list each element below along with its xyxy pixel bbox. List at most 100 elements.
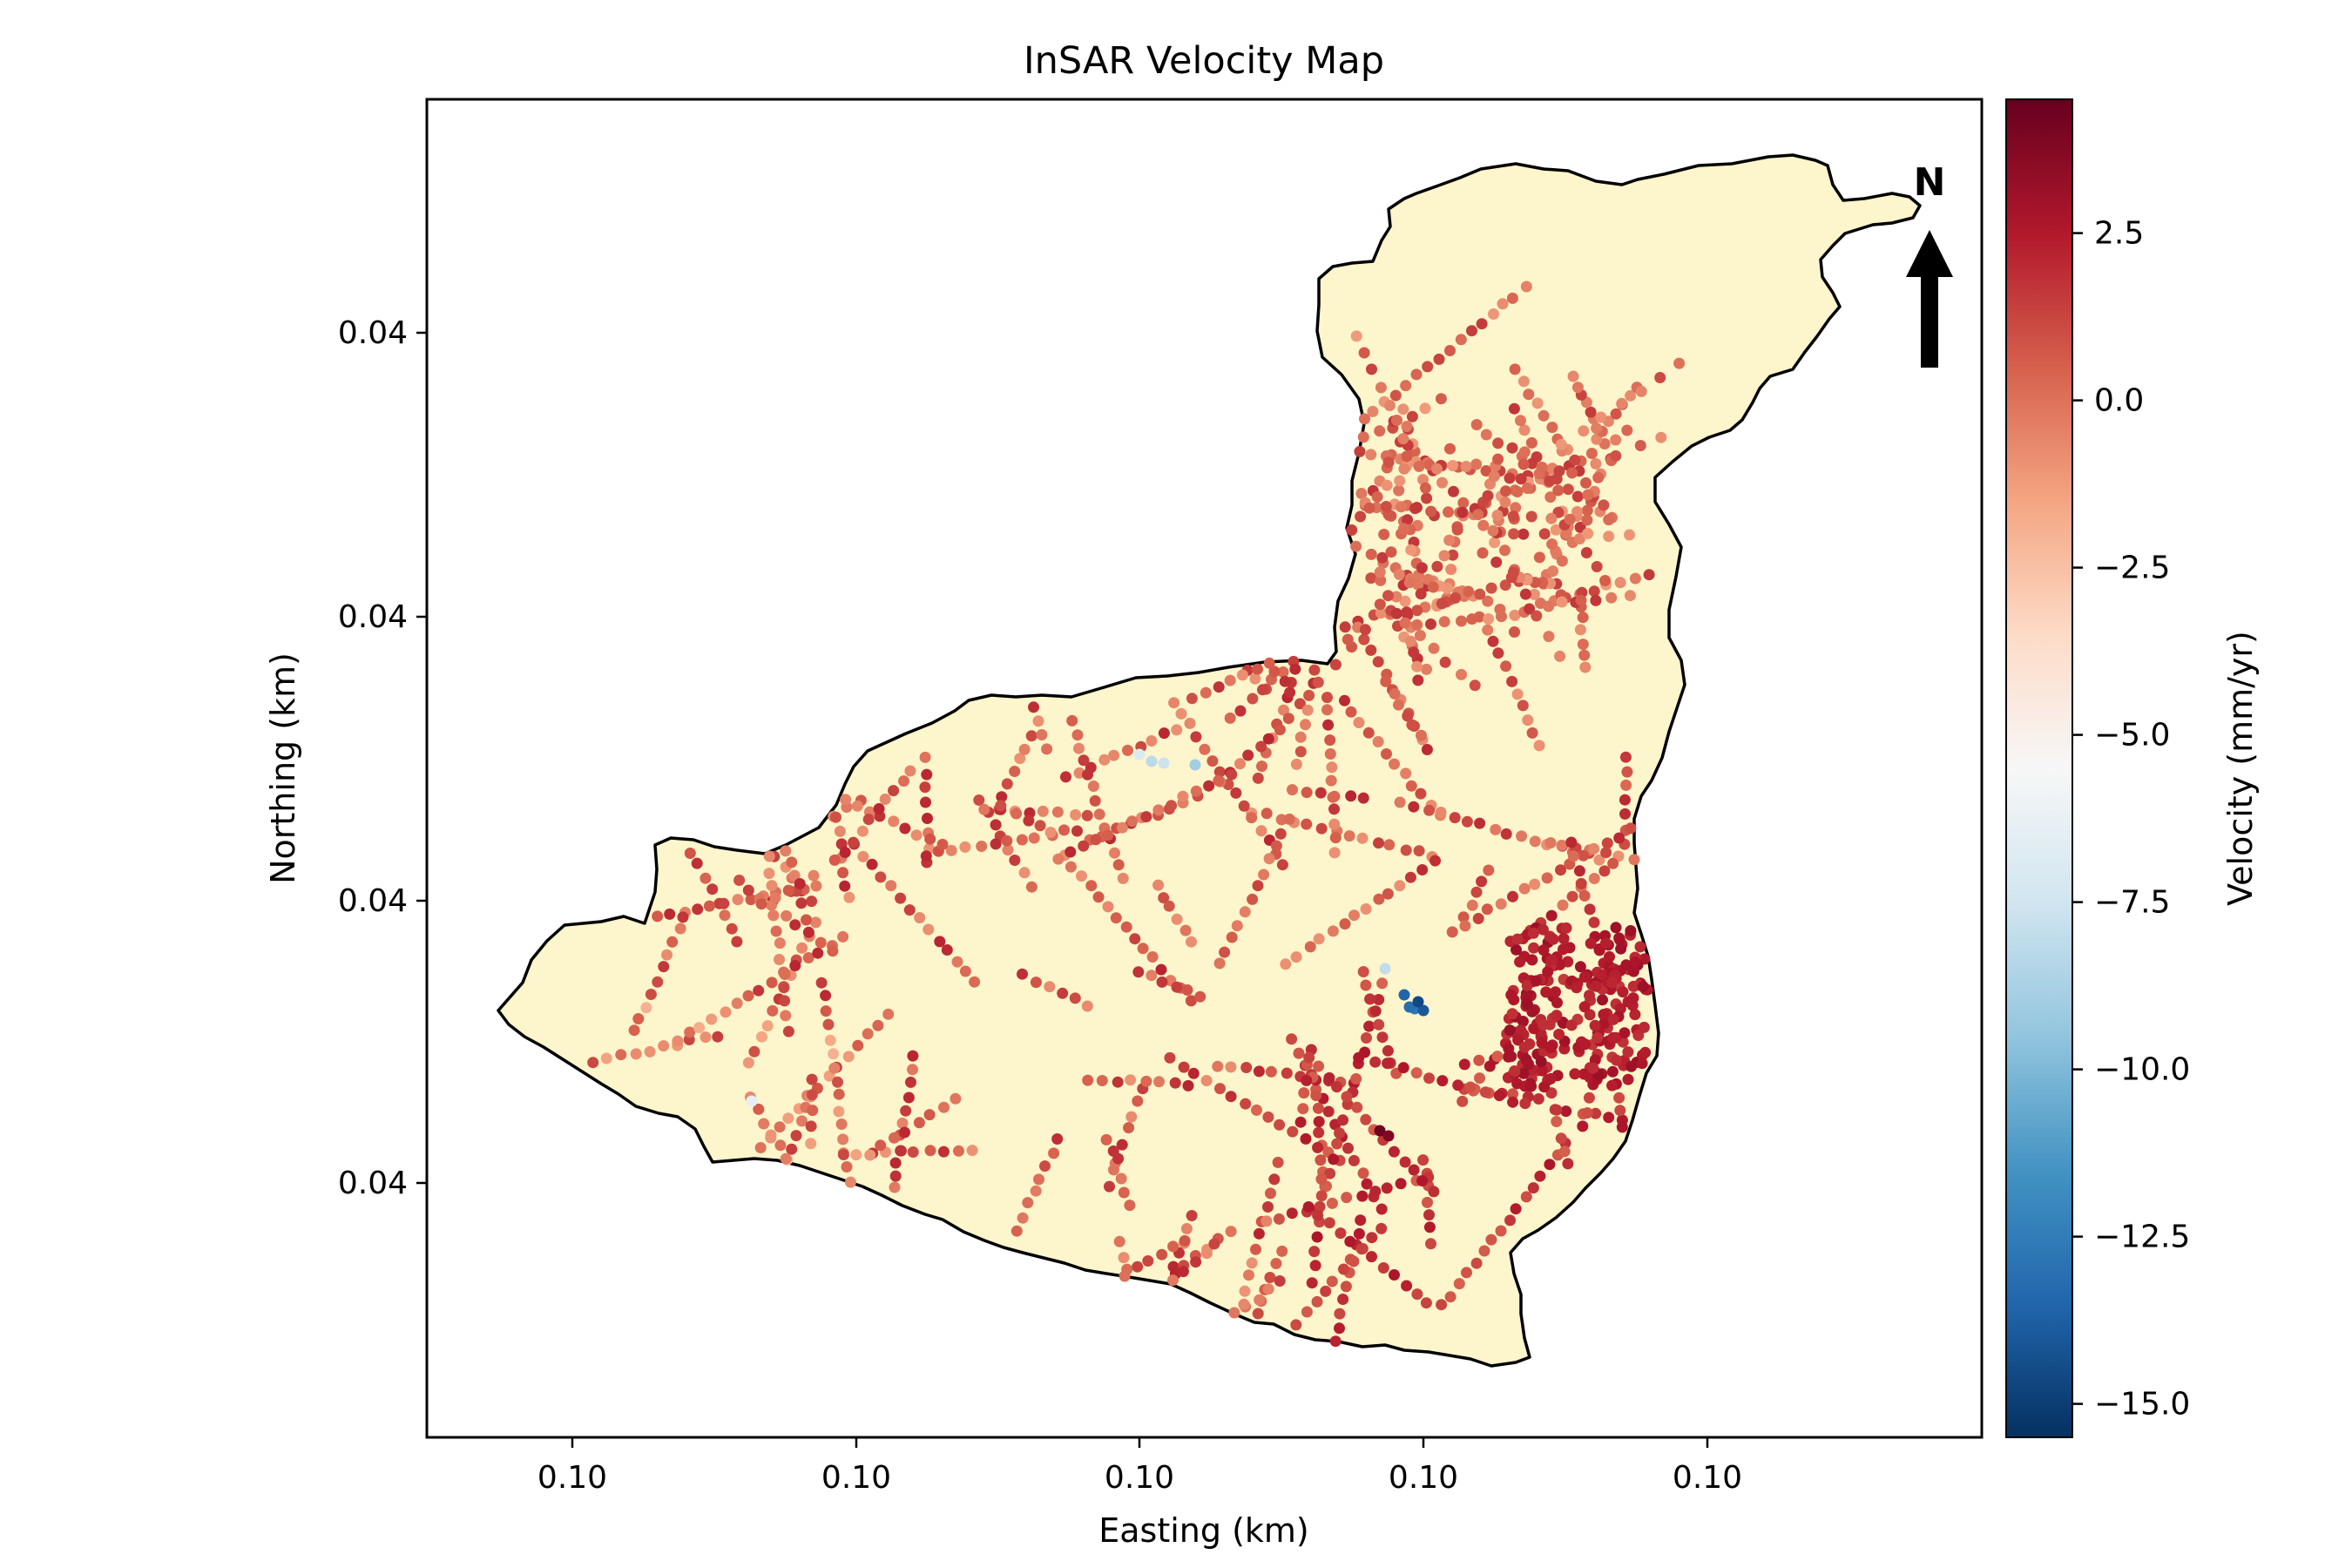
velocity-point [1313, 1126, 1325, 1139]
velocity-point [1619, 808, 1631, 820]
velocity-point [1485, 582, 1497, 594]
velocity-point [1571, 982, 1583, 994]
velocity-point [1359, 624, 1371, 636]
velocity-point [1030, 1185, 1042, 1197]
velocity-point [1593, 854, 1605, 866]
velocity-point [1574, 961, 1586, 973]
velocity-point [924, 833, 936, 845]
y-tick-label: 0.04 [338, 315, 408, 351]
velocity-point [1140, 1075, 1152, 1087]
velocity-point [1603, 1112, 1615, 1124]
velocity-point [1324, 1167, 1336, 1179]
velocity-point [780, 1010, 792, 1022]
velocity-point [1190, 785, 1202, 797]
velocity-point [1366, 1232, 1378, 1244]
velocity-point [1389, 688, 1401, 700]
velocity-point [1270, 1258, 1282, 1269]
x-axis: 0.10 0.10 0.10 0.10 0.10 [537, 1437, 1742, 1496]
velocity-point [808, 869, 820, 882]
velocity-point [1331, 1081, 1343, 1093]
velocity-point [1544, 1072, 1557, 1085]
velocity-point [1009, 766, 1021, 777]
velocity-point [1375, 382, 1387, 394]
velocity-point [850, 1149, 862, 1161]
velocity-point [1518, 424, 1531, 436]
velocity-point [945, 844, 957, 856]
velocity-point [1345, 706, 1357, 718]
velocity-point [718, 897, 730, 909]
velocity-point [802, 952, 814, 963]
velocity-point [828, 854, 841, 866]
velocity-point [1492, 647, 1504, 659]
velocity-point [1422, 1196, 1433, 1208]
velocity-point [1456, 506, 1469, 518]
velocity-point [1519, 1098, 1531, 1110]
x-tick-label: 0.10 [1389, 1460, 1458, 1496]
velocity-point [1078, 840, 1090, 852]
velocity-point [827, 945, 839, 957]
velocity-point [1066, 714, 1078, 727]
velocity-point [882, 1008, 895, 1020]
velocity-point [905, 1076, 916, 1088]
velocity-point [1505, 1051, 1517, 1063]
velocity-point [902, 1092, 915, 1104]
velocity-point [1410, 1067, 1423, 1079]
velocity-point [645, 989, 657, 1000]
velocity-point [1200, 1247, 1213, 1260]
velocity-point [782, 1112, 794, 1125]
velocity-point [1438, 616, 1450, 628]
velocity-point [837, 930, 849, 943]
velocity-point [1643, 569, 1655, 581]
velocity-point [666, 936, 679, 948]
velocity-point [1540, 986, 1552, 998]
velocity-point [1577, 612, 1589, 624]
velocity-point [1373, 837, 1384, 849]
velocity-point [1058, 824, 1070, 836]
velocity-point [1262, 733, 1274, 745]
velocity-point [1629, 1009, 1641, 1021]
velocity-point [652, 910, 664, 923]
velocity-point [1310, 1090, 1322, 1101]
velocity-point [1558, 933, 1570, 944]
velocity-point [809, 916, 821, 929]
velocity-point [1301, 818, 1313, 830]
velocity-point [1578, 971, 1591, 983]
velocity-point [763, 850, 775, 862]
velocity-point [1506, 1008, 1518, 1020]
velocity-point [1359, 413, 1370, 425]
velocity-point [1492, 453, 1504, 465]
velocity-point [1625, 1060, 1638, 1072]
velocity-point [1186, 693, 1198, 705]
velocity-point [1025, 881, 1037, 893]
velocity-point [844, 1176, 856, 1188]
velocity-point [1581, 504, 1593, 517]
velocity-point [920, 796, 931, 808]
velocity-point [1375, 1203, 1388, 1215]
velocity-point [1629, 956, 1641, 969]
velocity-point [1242, 749, 1254, 761]
velocity-point [1553, 1028, 1565, 1040]
velocity-point [1483, 864, 1495, 876]
velocity-point [1605, 591, 1618, 604]
velocity-point [1100, 1133, 1112, 1146]
velocity-point [1353, 1051, 1365, 1064]
velocity-point [1542, 966, 1554, 978]
velocity-point [1182, 1079, 1194, 1092]
velocity-point [966, 1145, 978, 1157]
velocity-point [1345, 790, 1357, 802]
velocity-point [978, 803, 990, 815]
velocity-point [1558, 1146, 1571, 1158]
velocity-point [1521, 483, 1533, 494]
velocity-point [1592, 471, 1605, 483]
velocity-point [1257, 684, 1268, 696]
velocity-point [1411, 660, 1423, 672]
velocity-point [1453, 1278, 1465, 1290]
velocity-point [1456, 615, 1467, 627]
velocity-point [1028, 832, 1040, 844]
velocity-point [1255, 740, 1267, 753]
velocity-point [1638, 1021, 1650, 1033]
velocity-point [875, 871, 887, 883]
velocity-point [1262, 1111, 1274, 1123]
north-arrow: N [1906, 160, 1953, 368]
velocity-point [789, 960, 801, 971]
